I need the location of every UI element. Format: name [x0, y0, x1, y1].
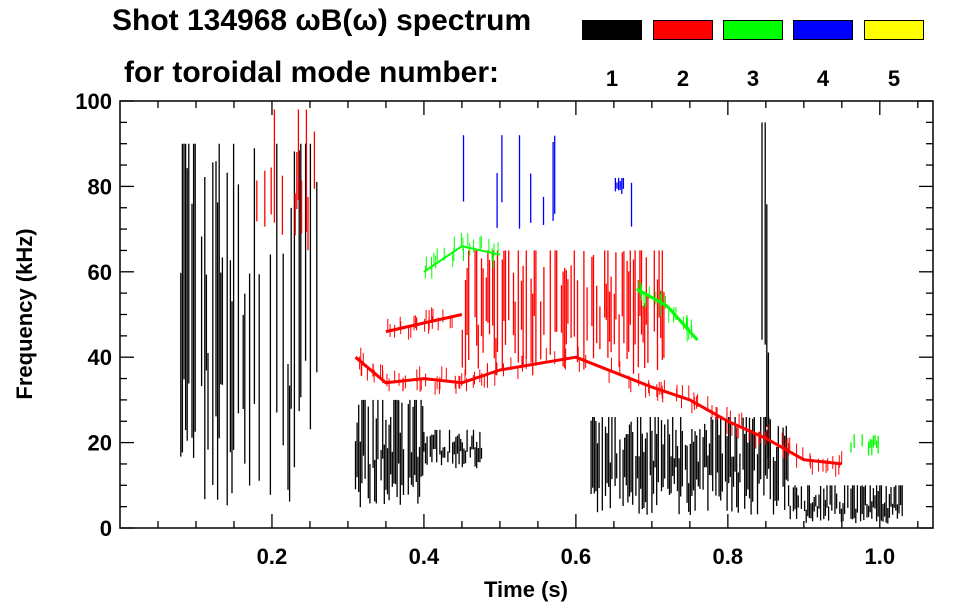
y-axis-label: Frequency (kHz) [12, 228, 37, 399]
legend-swatch-mode-4 [793, 20, 853, 40]
mode-1-region [423, 429, 483, 469]
y-tick-label: 0 [100, 516, 112, 541]
mode-1-region [180, 143, 318, 506]
chart-title: Shot 134968 ωB(ω) spectrum [112, 4, 532, 37]
legend-swatch-mode-3 [723, 20, 783, 40]
mode-2-region [461, 250, 665, 376]
mode-3-region [635, 280, 699, 342]
legend-label-mode-2: 2 [676, 66, 690, 91]
x-axis-label: Time (s) [484, 577, 568, 602]
axis-tick-labels: 0 20 40 60 80 100 0.2 0.4 0.6 0.8 1.0 [75, 89, 895, 569]
spectrum-data-layer [180, 109, 903, 524]
legend-label-mode-5: 5 [887, 66, 901, 91]
legend-swatch-mode-5 [864, 20, 924, 40]
x-tick-label: 0.6 [561, 544, 592, 569]
mode-2-region [385, 307, 463, 340]
y-tick-label: 40 [88, 345, 112, 370]
x-tick-label: 1.0 [865, 544, 896, 569]
x-tick-label: 0.4 [409, 544, 440, 569]
legend-label-mode-4: 4 [816, 66, 830, 91]
legend-swatch-mode-1 [582, 20, 642, 40]
legend-label-mode-3: 3 [746, 66, 760, 91]
chart-subtitle: for toroidal mode number: [124, 56, 499, 89]
x-tick-label: 0.8 [713, 544, 744, 569]
y-tick-label: 80 [88, 174, 112, 199]
mode-1-region [354, 399, 424, 508]
y-tick-label: 60 [88, 260, 112, 285]
mode-1-region [787, 485, 903, 524]
y-tick-label: 20 [88, 431, 112, 456]
mode-1-region [761, 122, 770, 459]
y-tick-label: 100 [75, 89, 112, 114]
legend-label-mode-1: 1 [605, 66, 619, 91]
mode-2-region [354, 346, 843, 477]
mode-1-region [590, 417, 789, 515]
mode-2-region [256, 109, 316, 251]
mode-4-region [614, 177, 625, 194]
axis-ticks [120, 100, 933, 529]
mode-3-region [850, 434, 879, 456]
mode-3-region [423, 232, 501, 279]
mode-4-region [462, 135, 633, 229]
legend-swatch-mode-2 [653, 20, 713, 40]
x-tick-label: 0.2 [257, 544, 288, 569]
